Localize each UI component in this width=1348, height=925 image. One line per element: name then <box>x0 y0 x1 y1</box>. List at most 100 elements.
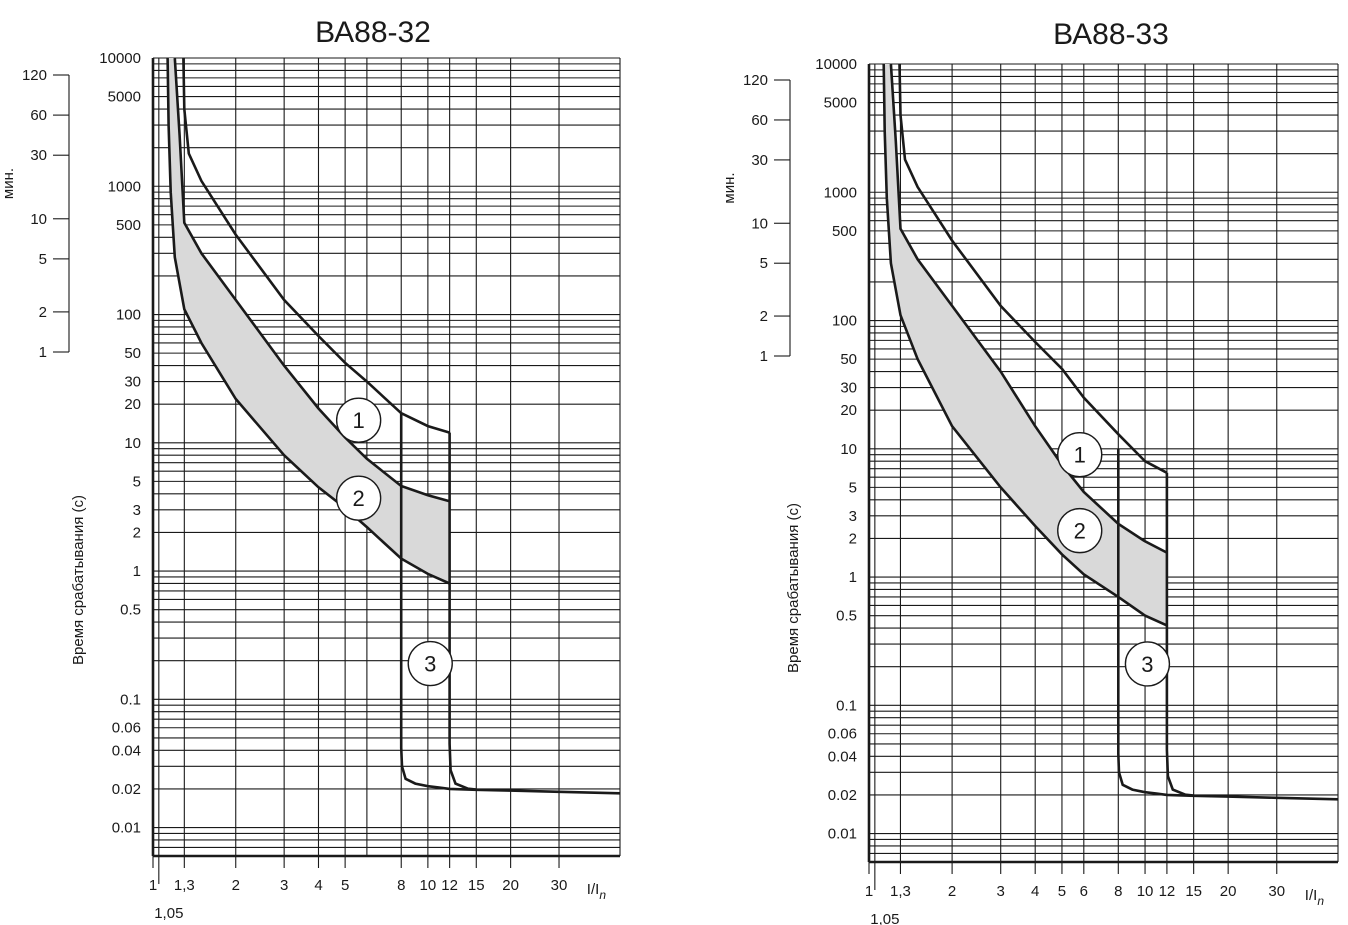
x-tick-label: 15 <box>468 877 485 894</box>
x-tick-label: 10 <box>1137 883 1154 900</box>
y-tick-label: 5000 <box>824 95 857 112</box>
x-tick-label: 3 <box>280 877 288 894</box>
minutes-tick-label: 120 <box>22 67 47 84</box>
minutes-tick-label: 60 <box>30 107 47 124</box>
x-tick-label: 10 <box>420 877 437 894</box>
instant-trip-12-line <box>448 432 477 791</box>
x-extra-tick-label: 1,05 <box>154 905 183 922</box>
minutes-tick-label: 5 <box>39 251 47 268</box>
minutes-tick-label: 1 <box>39 344 47 361</box>
tolerance-band <box>883 64 1167 626</box>
curve-number-badge <box>335 475 382 521</box>
x-tick-label: 12 <box>441 877 458 894</box>
y-tick-label: 0.01 <box>828 826 857 843</box>
y-tick-label: 2 <box>849 530 857 547</box>
x-tick-label: 1 <box>149 877 157 894</box>
y-tick-label: 0.02 <box>828 787 857 804</box>
y-tick-label: 0.5 <box>836 608 857 625</box>
curve-2 <box>889 63 1168 554</box>
x-tick-label: 1,3 <box>174 877 195 894</box>
chart-title: ВА88-32 <box>315 16 431 49</box>
x-tick-label: 4 <box>314 877 322 894</box>
chart-title: ВА88-33 <box>1053 18 1169 51</box>
minutes-tick-label: 30 <box>751 152 768 169</box>
instant-trip-12-line <box>1165 472 1194 797</box>
y-tick-label: 5 <box>849 479 857 496</box>
x-axis-label-subscript: n <box>599 888 606 902</box>
minutes-tick-label: 10 <box>751 215 768 232</box>
y-tick-label: 20 <box>840 402 857 419</box>
x-tick-label: 2 <box>948 883 956 900</box>
y-tick-label: 30 <box>124 374 141 391</box>
minutes-tick-label: 10 <box>30 211 47 228</box>
x-tick-label: 3 <box>997 883 1005 900</box>
minutes-tick-label: 2 <box>39 304 47 321</box>
minutes-axis-label: мин. <box>0 168 17 199</box>
curve-number-badge <box>1057 431 1103 478</box>
y-tick-label: 100 <box>832 313 857 330</box>
curve-2 <box>173 57 450 503</box>
x-extra-tick-label: 1,05 <box>870 911 899 925</box>
x-tick-label: 2 <box>232 877 240 894</box>
curve-number-label: 3 <box>1141 652 1153 677</box>
curve-number-label: 1 <box>353 408 365 433</box>
x-tick-label: 4 <box>1031 883 1039 900</box>
y-tick-label: 20 <box>124 396 141 413</box>
y-tick-label: 0.02 <box>112 781 141 798</box>
y-tick-label: 10000 <box>815 56 857 73</box>
curve-3 <box>882 63 1168 627</box>
y-tick-label: 0.04 <box>112 742 141 759</box>
x-tick-label: 1,3 <box>890 883 911 900</box>
y-tick-label: 10 <box>840 441 857 458</box>
y-tick-label: 0.04 <box>828 748 857 765</box>
x-tick-label: 8 <box>397 877 405 894</box>
y-tick-label: 3 <box>849 508 857 525</box>
y-tick-label: 0.06 <box>828 726 857 743</box>
minutes-tick-label: 5 <box>760 255 768 272</box>
x-tick-label: 20 <box>502 877 519 894</box>
y-tick-label: 50 <box>124 345 141 362</box>
y-tick-label: 30 <box>840 380 857 397</box>
x-tick-label: 30 <box>551 877 568 894</box>
instant-trip-8-line <box>399 413 621 795</box>
curve-number-badge <box>335 397 382 443</box>
x-tick-label: 5 <box>1058 883 1066 900</box>
x-tick-label: 8 <box>1114 883 1122 900</box>
y-tick-label: 10000 <box>99 50 141 67</box>
x-axis-label-main: I/I <box>587 881 600 898</box>
x-axis-label-subscript: n <box>1317 894 1324 908</box>
curve-1 <box>182 57 450 434</box>
curve-number-badge <box>1057 507 1103 554</box>
x-tick-label: 6 <box>1080 883 1088 900</box>
y-tick-label: 100 <box>116 307 141 324</box>
y-tick-label: 1000 <box>824 184 857 201</box>
x-tick-label: 30 <box>1268 883 1285 900</box>
y-tick-label: 1000 <box>108 178 141 195</box>
y-tick-label: 1 <box>133 563 141 580</box>
y-tick-label: 0.06 <box>112 720 141 737</box>
curve-number-label: 2 <box>353 486 365 511</box>
y-tick-label: 0.1 <box>120 691 141 708</box>
curve-1 <box>898 63 1168 474</box>
y-tick-label: 500 <box>116 217 141 234</box>
tolerance-band <box>167 58 450 584</box>
x-tick-label: 1 <box>865 883 873 900</box>
curve-number-badge <box>1124 641 1171 687</box>
instant-trip-8-line <box>1117 448 1339 801</box>
minutes-tick-label: 1 <box>760 348 768 365</box>
y-tick-label: 500 <box>832 223 857 240</box>
curve-number-label: 1 <box>1074 443 1086 468</box>
minutes-tick-label: 30 <box>30 147 47 164</box>
minutes-tick-label: 2 <box>760 308 768 325</box>
grid <box>152 57 621 856</box>
x-axis-label-main: I/I <box>1305 887 1318 904</box>
chart-panel-2: ВА88-33 10000 5000 1000 500 100 50 30 20 10 5 3 2 1 0.… <box>721 18 1339 925</box>
y-tick-label: 1 <box>849 569 857 586</box>
y-tick-label: 5000 <box>108 89 141 106</box>
chart-panel-1: ВА88-32 10000 5000 1000 500 100 50 30 20 10 5 3 2 1 0.… <box>0 16 621 922</box>
minutes-tick-label: 60 <box>751 112 768 129</box>
y-tick-label: 2 <box>133 524 141 541</box>
curve-3 <box>166 57 451 585</box>
curve-number-label: 2 <box>1074 519 1086 544</box>
